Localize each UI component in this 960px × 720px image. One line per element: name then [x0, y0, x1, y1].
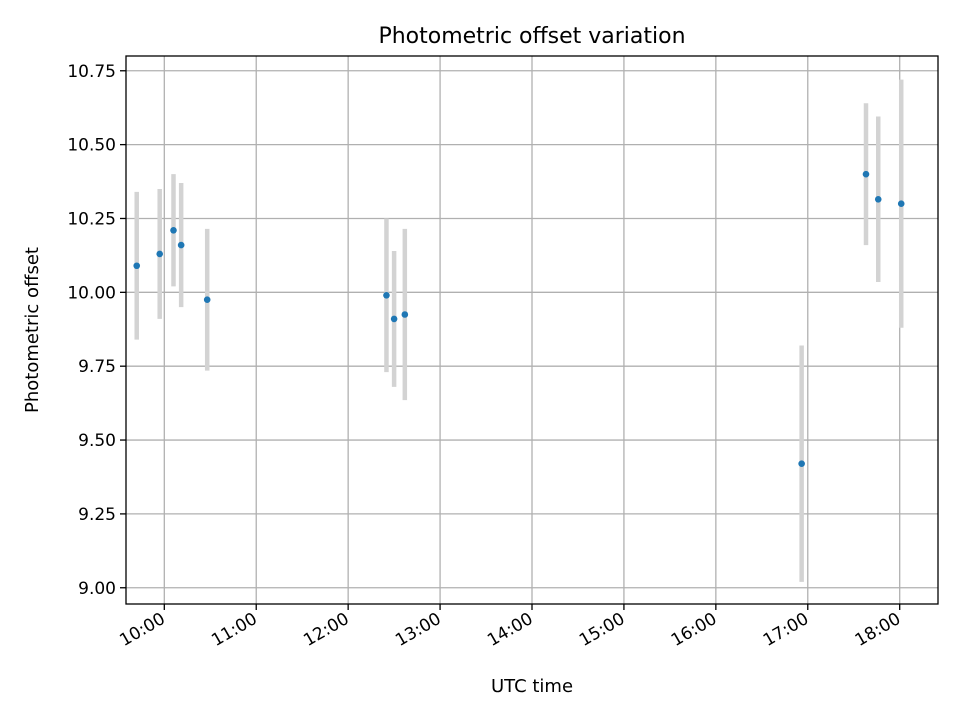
data-point [133, 262, 141, 270]
y-tick-label: 9.25 [78, 505, 116, 525]
data-point [203, 296, 211, 304]
data-point [798, 460, 805, 467]
data-point [401, 311, 409, 318]
data-point [874, 195, 882, 203]
data-point [383, 291, 390, 299]
y-tick-label: 9.50 [78, 431, 116, 451]
data-point [170, 226, 177, 234]
data-point [897, 200, 905, 208]
data-point [177, 241, 185, 249]
data-point [156, 250, 164, 258]
y-tick-label: 10.00 [67, 283, 116, 303]
data-point [862, 170, 870, 178]
data-points [133, 170, 905, 467]
data-point [390, 315, 398, 323]
chart-title: Photometric offset variation [378, 24, 685, 49]
y-tick-label: 9.00 [78, 579, 116, 599]
y-tick-label: 9.75 [78, 357, 116, 377]
y-tick-label: 10.50 [67, 136, 116, 156]
x-axis-label: UTC time [491, 676, 573, 697]
y-axis-label: Photometric offset [22, 247, 43, 413]
y-tick-label: 10.75 [67, 62, 116, 82]
y-tick-label: 10.25 [67, 209, 116, 229]
